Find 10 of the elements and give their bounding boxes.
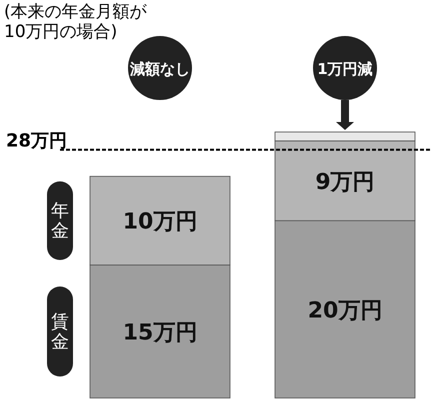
x-tick-label: 1万円減 — [317, 60, 373, 78]
ref-line-label: 28万円 — [6, 130, 68, 152]
series-label: 年金 — [51, 200, 69, 242]
text: (本来の年金月額が10万円の場合) — [4, 2, 148, 42]
series-label: 賃金 — [51, 312, 69, 352]
x-tick-label: 減額なし — [129, 60, 190, 78]
data-label: 15万円 — [122, 320, 198, 346]
data-label: 9万円 — [315, 170, 375, 195]
data-label: 10万円 — [122, 210, 198, 235]
data-label: 20万円 — [308, 298, 382, 324]
